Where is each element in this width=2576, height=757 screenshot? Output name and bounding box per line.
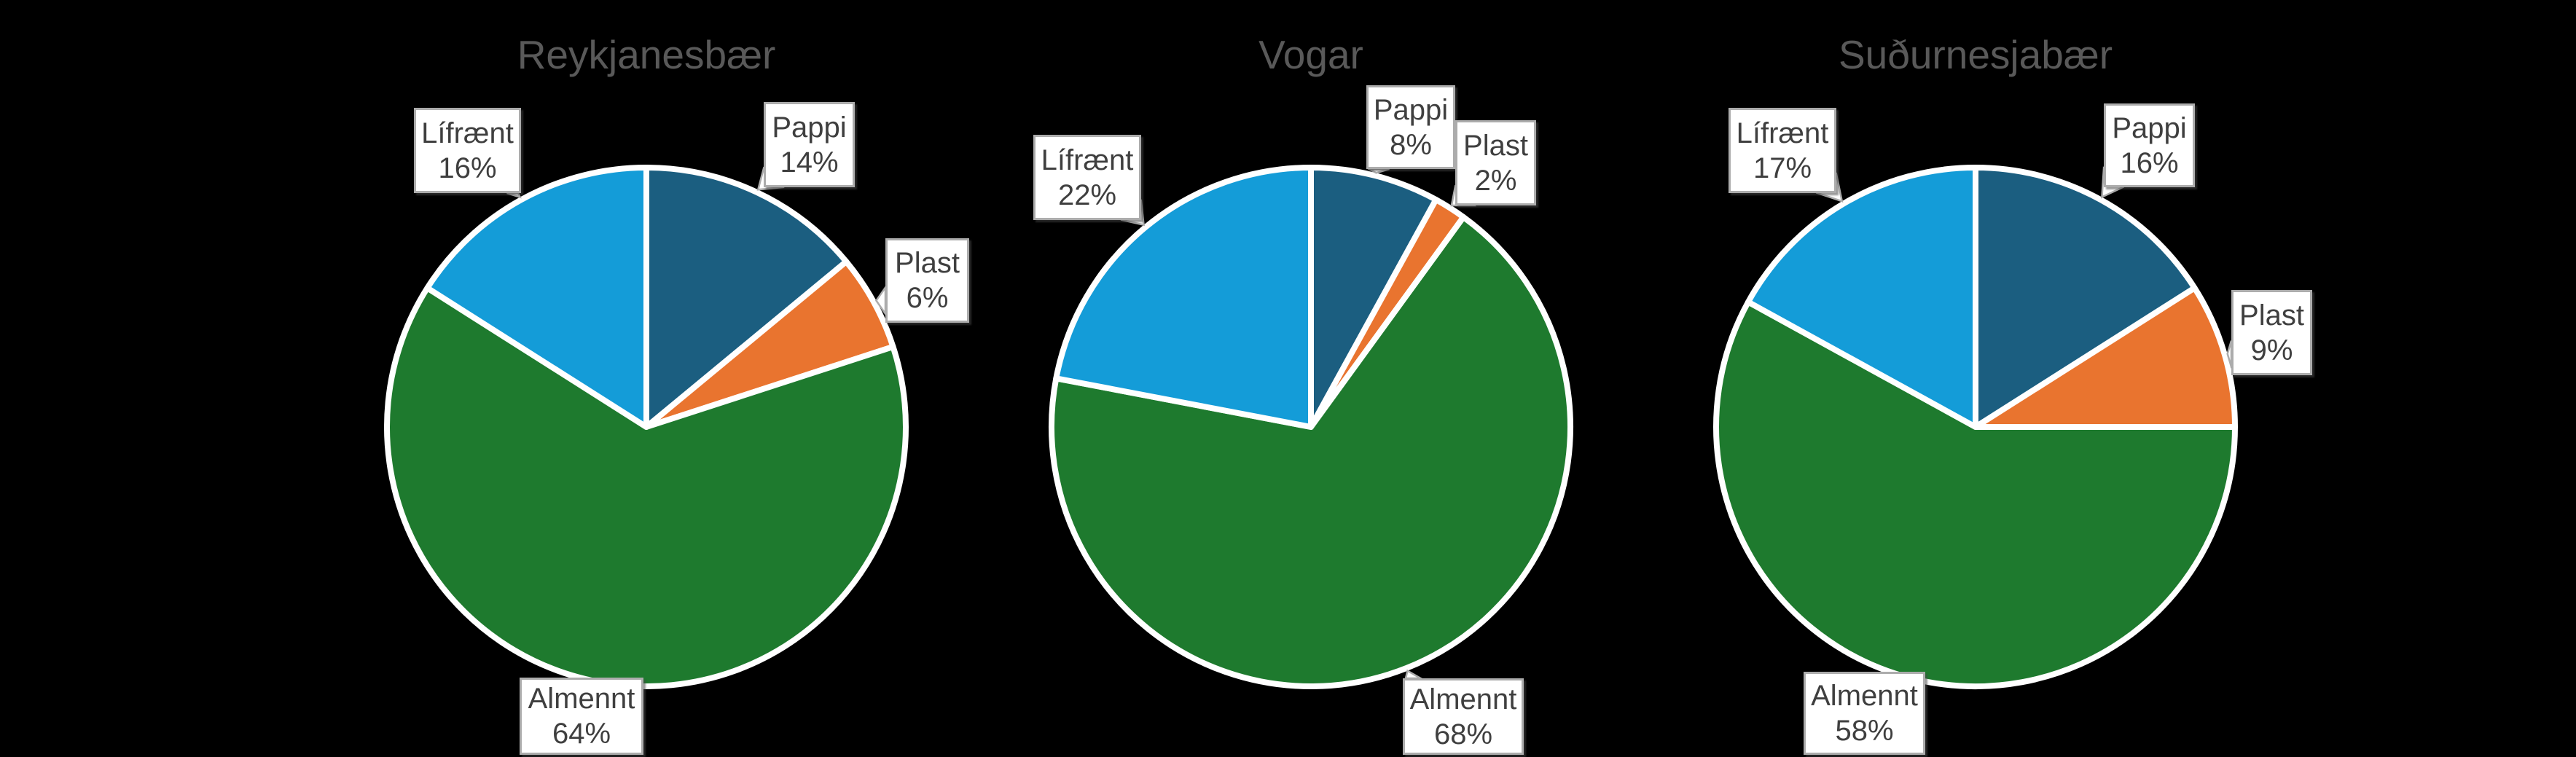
callout-label-almennt: Almennt 68%: [1403, 678, 1524, 755]
callout-tail-almennt: [1404, 669, 1425, 680]
pie-slice-almennt[interactable]: [1049, 213, 1573, 690]
callout-tail-pappi: [1366, 168, 1390, 174]
callout-label-pappi: Pappi 8%: [1366, 85, 1455, 169]
callout-percent-text: 68%: [1433, 718, 1493, 750]
callout-label-plast: Plast 6%: [885, 238, 969, 323]
callout-percent-text: 8%: [1390, 128, 1432, 161]
pie-slice-plast[interactable]: [1973, 285, 2238, 430]
callout-percent-text: 9%: [2250, 334, 2293, 366]
callout-category-text: Lífrænt: [421, 117, 514, 149]
callout-category-text: Lífrænt: [1736, 117, 1829, 149]
pie-slice-lífrænt[interactable]: [1745, 165, 1978, 430]
pie-slice-pappi[interactable]: [643, 165, 850, 430]
callout-percent-text: 14%: [780, 146, 839, 179]
callout-label-almennt: Almennt 58%: [1804, 672, 1925, 755]
callout-label-plast: Plast 9%: [2231, 290, 2312, 375]
callout-percent-text: 17%: [1753, 152, 1812, 184]
callout-category-text: Lífrænt: [1041, 144, 1134, 176]
callout-category-text: Plast: [1463, 129, 1528, 162]
callout-percent-text: 64%: [552, 718, 611, 750]
callout-percent-text: 16%: [2120, 146, 2179, 179]
callout-category-text: Pappi: [2112, 111, 2187, 144]
callout-label-pappi: Pappi 16%: [2104, 103, 2195, 187]
callout-label-almennt: Almennt 64%: [520, 678, 643, 755]
callout-label-pappi: Pappi 14%: [764, 102, 855, 187]
callout-label-lífrænt: Lífrænt 16%: [414, 108, 521, 193]
callout-label-lífrænt: Lífrænt 17%: [1729, 108, 1836, 193]
callout-percent-text: 2%: [1474, 164, 1517, 197]
pie-chart-0: [384, 165, 909, 689]
pie-chart-2: [1713, 165, 2238, 689]
chart-title: Vogar: [1258, 32, 1363, 77]
callout-percent-text: 16%: [438, 152, 497, 184]
callout-percent-text: 58%: [1835, 715, 1894, 747]
callout-category-text: Pappi: [772, 111, 847, 144]
pie-chart-1: [1049, 165, 1573, 690]
callout-tail-lífrænt: [506, 192, 522, 199]
chart-title: Reykjanesbær: [517, 32, 776, 77]
callout-category-text: Pappi: [1373, 93, 1449, 126]
pie-slice-pappi[interactable]: [1973, 165, 2198, 430]
callout-label-plast: Plast 2%: [1455, 120, 1536, 205]
callout-category-text: Plast: [2239, 299, 2304, 332]
callout-percent-text: 6%: [906, 282, 949, 314]
callout-label-lífrænt: Lífrænt 22%: [1033, 135, 1141, 220]
callout-category-text: Almennt: [1409, 683, 1517, 715]
pie-slice-lífrænt[interactable]: [424, 165, 649, 430]
chart-title: Suðurnesjabær: [1838, 32, 2113, 77]
callout-category-text: Almennt: [1811, 680, 1918, 712]
callout-category-text: Almennt: [528, 683, 635, 715]
callout-percent-text: 22%: [1057, 179, 1117, 211]
pie-slice-lífrænt[interactable]: [1053, 165, 1314, 430]
callout-category-text: Plast: [895, 247, 960, 279]
pie-slice-pappi[interactable]: [1308, 165, 1439, 430]
